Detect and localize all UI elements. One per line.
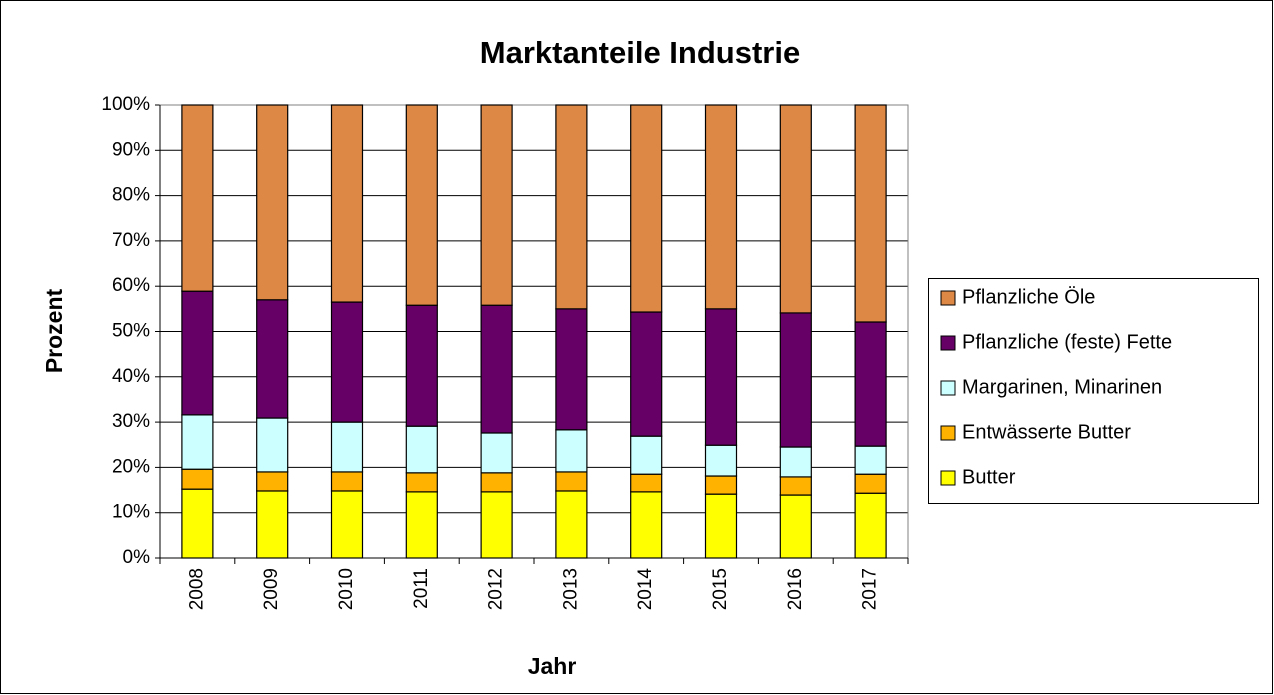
bar-segment bbox=[405, 425, 438, 474]
x-tick-label: 2010 bbox=[336, 568, 357, 610]
y-tick-label: 80% bbox=[112, 185, 150, 206]
bar-segment bbox=[405, 472, 438, 493]
legend-swatch bbox=[940, 425, 956, 441]
bar-segment bbox=[480, 491, 513, 559]
bar-segment bbox=[630, 491, 663, 559]
bar-segment bbox=[256, 104, 289, 301]
bar-segment bbox=[704, 104, 738, 310]
legend-label: Margarinen, Minarinen bbox=[962, 376, 1162, 398]
bar-segment bbox=[854, 492, 887, 559]
y-tick-label: 30% bbox=[112, 411, 150, 432]
x-tick-label: 2013 bbox=[560, 568, 581, 610]
legend-swatch bbox=[940, 380, 956, 396]
bar-segment bbox=[330, 421, 364, 473]
bar-segment bbox=[405, 304, 438, 427]
bar-segment bbox=[779, 104, 812, 314]
bar-segment bbox=[330, 301, 364, 423]
x-tick-label: 2014 bbox=[635, 568, 656, 611]
y-tick-label: 90% bbox=[112, 139, 150, 160]
bar-segment bbox=[330, 490, 364, 559]
bar-segment bbox=[181, 488, 214, 559]
legend-label: Butter bbox=[962, 466, 1016, 488]
bar-segment bbox=[181, 104, 214, 292]
bar-segment bbox=[779, 494, 812, 559]
bar-segment bbox=[181, 468, 214, 490]
bar-segment bbox=[256, 299, 289, 419]
bar-segment bbox=[779, 446, 812, 478]
y-tick-label: 70% bbox=[112, 230, 150, 251]
bar-segment bbox=[704, 444, 738, 477]
x-tick-label: 2015 bbox=[710, 568, 731, 610]
bar-segment bbox=[854, 445, 887, 475]
bar-segment bbox=[779, 476, 812, 496]
y-tick-label: 100% bbox=[101, 94, 150, 115]
x-tick-label: 2011 bbox=[411, 568, 432, 609]
bar-segment bbox=[181, 290, 214, 416]
y-tick-label: 60% bbox=[112, 275, 150, 296]
legend-swatch bbox=[940, 335, 956, 351]
bar-segment bbox=[480, 104, 513, 306]
bar-segment bbox=[704, 475, 738, 495]
y-tick-label: 40% bbox=[112, 366, 150, 387]
legend-label: Pflanzliche Öle bbox=[962, 286, 1095, 308]
legend-label: Entwässerte Butter bbox=[962, 421, 1131, 443]
bar-segment bbox=[630, 435, 663, 475]
y-axis-label: Prozent bbox=[41, 288, 67, 373]
bar-segment bbox=[256, 417, 289, 473]
bar-segment bbox=[630, 311, 663, 437]
x-axis-label: Jahr bbox=[528, 653, 577, 679]
bar-segment bbox=[630, 104, 663, 313]
bar-segment bbox=[330, 471, 364, 492]
bar-segment bbox=[630, 473, 663, 493]
bar-segment bbox=[854, 321, 887, 447]
legend-swatch bbox=[940, 290, 956, 306]
legend-label: Pflanzliche (feste) Fette bbox=[962, 331, 1172, 353]
x-tick-label: 2012 bbox=[486, 568, 507, 610]
bar-segment bbox=[256, 490, 289, 559]
bar-segment bbox=[480, 304, 513, 434]
bar-segment bbox=[555, 104, 588, 310]
y-tick-label: 20% bbox=[112, 456, 150, 477]
bar-segment bbox=[854, 104, 887, 323]
bar-segment bbox=[555, 429, 588, 473]
bar-segment bbox=[555, 490, 588, 559]
x-tick-label: 2008 bbox=[186, 568, 207, 610]
bar-segment bbox=[405, 104, 438, 306]
bar-segment bbox=[555, 471, 588, 492]
bar-segment bbox=[256, 471, 289, 492]
y-tick-label: 0% bbox=[123, 547, 151, 568]
bar-segment bbox=[181, 414, 214, 470]
bar-segment bbox=[330, 104, 364, 303]
y-tick-label: 10% bbox=[112, 502, 150, 523]
y-tick-label: 50% bbox=[112, 321, 150, 342]
x-tick-label: 2017 bbox=[860, 568, 881, 610]
bar-segment bbox=[555, 308, 588, 431]
bar-segment bbox=[854, 473, 887, 494]
legend-swatch bbox=[940, 470, 956, 486]
bar-segment bbox=[480, 432, 513, 474]
bar-segment bbox=[704, 308, 738, 446]
bar-segment bbox=[704, 493, 738, 559]
chart-title: Marktanteile Industrie bbox=[480, 35, 800, 70]
x-tick-label: 2016 bbox=[785, 568, 806, 610]
legend-box bbox=[928, 278, 1259, 504]
x-tick-label: 2009 bbox=[261, 568, 282, 610]
bar-segment bbox=[405, 491, 438, 559]
bar-segment bbox=[480, 472, 513, 493]
bar-segment bbox=[779, 312, 812, 448]
